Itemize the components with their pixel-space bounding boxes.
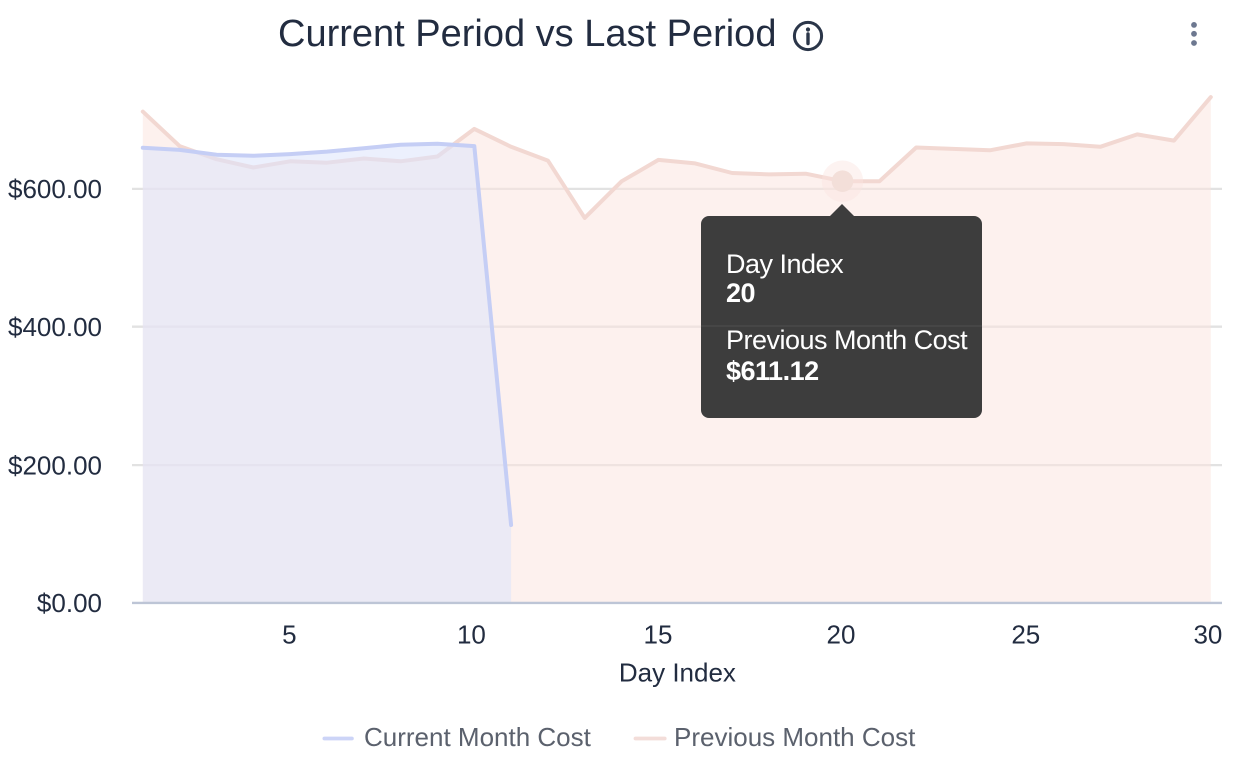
svg-text:10: 10 (457, 619, 486, 649)
svg-text:30: 30 (1193, 619, 1222, 649)
svg-text:Previous Month Cost: Previous Month Cost (674, 722, 916, 752)
svg-text:$0.00: $0.00 (37, 588, 102, 618)
svg-text:$200.00: $200.00 (8, 450, 102, 480)
svg-text:5: 5 (282, 619, 296, 649)
svg-text:15: 15 (644, 619, 673, 649)
svg-text:Day Index: Day Index (619, 658, 736, 688)
svg-text:25: 25 (1011, 619, 1040, 649)
svg-text:20: 20 (827, 619, 856, 649)
svg-text:$600.00: $600.00 (8, 174, 102, 204)
svg-text:$400.00: $400.00 (8, 312, 102, 342)
svg-text:Current Month Cost: Current Month Cost (364, 722, 592, 752)
